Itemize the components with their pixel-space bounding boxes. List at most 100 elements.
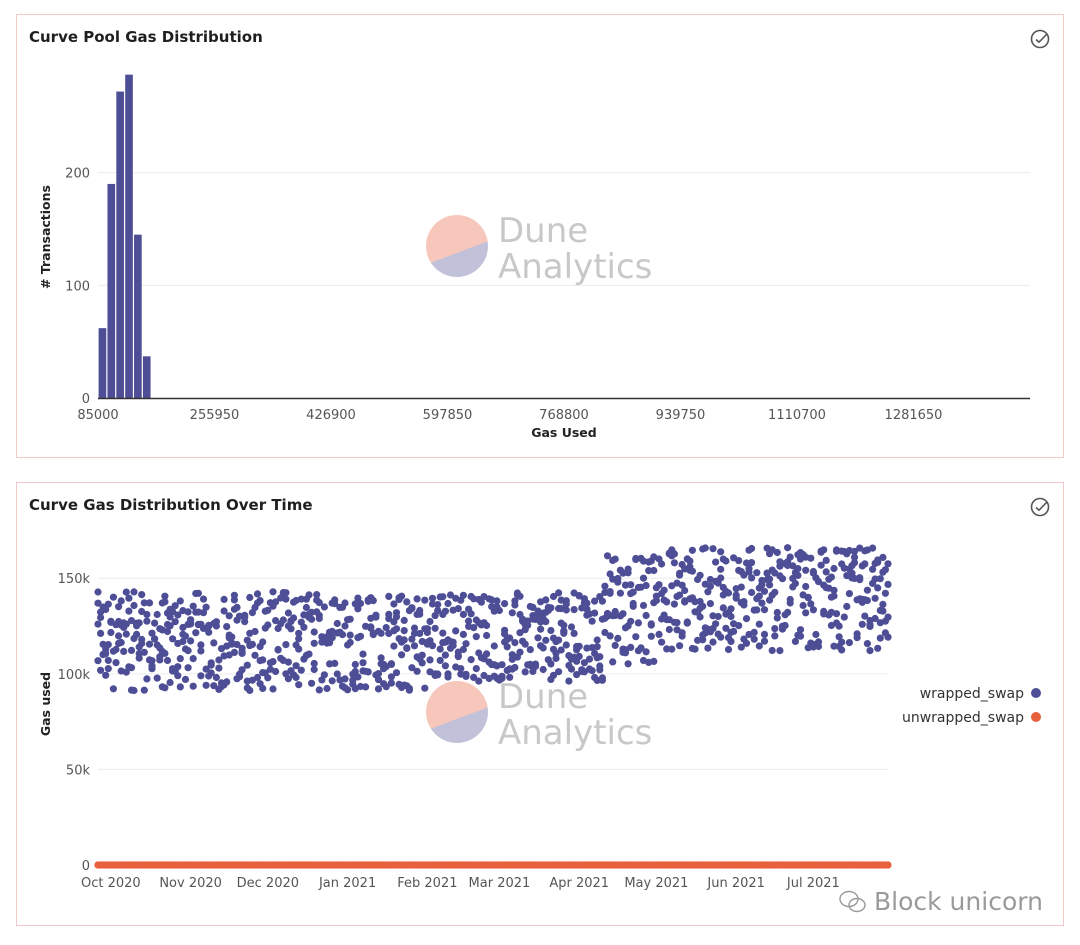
wrapped-swap-point [354, 673, 362, 681]
wrapped-swap-point [225, 612, 233, 620]
wrapped-swap-point [97, 613, 105, 622]
y-axis-label: Gas used [38, 672, 53, 736]
wrapped-swap-point [269, 588, 277, 596]
wrapped-swap-point [434, 607, 442, 615]
wrapped-swap-point [284, 609, 292, 617]
wrapped-swap-point [768, 646, 776, 655]
check-circle-icon[interactable] [1029, 496, 1051, 518]
wrapped-swap-point [259, 656, 267, 664]
wrapped-swap-point [773, 548, 781, 557]
wrapped-swap-point [796, 632, 805, 640]
wrapped-swap-point [670, 559, 679, 567]
wrapped-swap-point [791, 579, 800, 588]
wrapped-swap-point [269, 658, 277, 666]
wrapped-swap-point [601, 582, 609, 590]
wrapped-swap-point [771, 632, 779, 640]
wrapped-swap-point [300, 623, 308, 631]
wrapped-swap-point [807, 600, 815, 608]
wrapped-swap-point [861, 560, 869, 568]
wrapped-swap-point [344, 686, 352, 694]
wrapped-swap-point [374, 676, 383, 684]
histogram-bar [142, 356, 151, 398]
wrapped-swap-point [169, 608, 177, 616]
wrapped-swap-point [184, 647, 192, 655]
wrapped-swap-point [477, 598, 485, 606]
wrapped-swap-point [598, 597, 607, 605]
wrapped-swap-point [174, 611, 182, 619]
wrapped-swap-point [467, 610, 475, 618]
wrapped-swap-point [760, 587, 769, 595]
wrapped-swap-point [426, 656, 434, 664]
histogram-chart: 0 100 200 85000 255950 426900 597850 768800 9397… [38, 74, 1030, 440]
wrapped-swap-point [233, 603, 241, 612]
wrapped-swap-point [827, 573, 836, 581]
wrapped-swap-point [727, 612, 735, 621]
y-tick-label: 100 [65, 279, 90, 294]
wrapped-swap-point [439, 629, 447, 637]
wrapped-swap-point [814, 642, 823, 651]
wrapped-swap-point [120, 647, 128, 656]
wrapped-swap-point [627, 617, 635, 625]
wrapped-swap-point [382, 683, 390, 691]
wrapped-swap-point [403, 644, 411, 653]
wrapped-swap-point [717, 633, 725, 641]
wrapped-swap-point [688, 567, 697, 575]
wrapped-swap-point [135, 619, 143, 627]
check-circle-icon[interactable] [1029, 28, 1051, 50]
wrapped-swap-point [259, 638, 267, 646]
x-tick-label: Jan 2021 [318, 876, 376, 891]
wrapped-swap-point [256, 597, 264, 605]
wrapped-swap-point [161, 592, 169, 600]
wrapped-swap-point [871, 575, 879, 583]
wrapped-swap-point [413, 595, 421, 603]
wrapped-swap-point [176, 597, 184, 605]
wrapped-swap-point [717, 565, 725, 573]
y-tick-label: 150k [58, 572, 91, 587]
wrapped-swap-point [241, 611, 249, 619]
wrapped-swap-point [467, 656, 475, 664]
wrapped-swap-point [94, 599, 102, 607]
wrapped-swap-point [650, 566, 658, 575]
wrapped-swap-point [125, 607, 133, 615]
wrapped-swap-point [416, 610, 424, 618]
wrapped-swap-point [755, 642, 763, 650]
wrapped-swap-point [639, 601, 648, 610]
wrapped-swap-point [428, 594, 437, 602]
wrapped-swap-point [673, 619, 681, 627]
wrapped-swap-point [351, 667, 359, 676]
wrapped-swap-point [362, 683, 370, 691]
wrapped-swap-point [588, 667, 596, 675]
wrapped-swap-point [387, 673, 395, 681]
wrapped-swap-point [658, 638, 666, 646]
wrapped-swap-point [354, 594, 362, 602]
wrapped-swap-point [627, 643, 635, 652]
wrapped-swap-point [315, 686, 323, 694]
wrapped-swap-point [197, 672, 205, 680]
wrapped-swap-point [603, 552, 612, 560]
wrapped-swap-point [284, 658, 292, 666]
wrapped-swap-point [115, 632, 123, 640]
wrapped-swap-point [272, 667, 280, 676]
wrapped-swap-point [696, 571, 704, 579]
wrapped-swap-point [470, 624, 478, 632]
wrapped-swap-point [169, 635, 177, 643]
wrapped-swap-point [179, 637, 187, 646]
wrapped-swap-point [735, 557, 743, 565]
wrapped-swap-point [323, 684, 331, 693]
wrapped-swap-point [107, 628, 115, 637]
wrapped-swap-point [259, 684, 267, 693]
wrapped-swap-point [436, 645, 444, 653]
wrapped-swap-point [104, 656, 112, 665]
wrapped-swap-point [647, 632, 655, 640]
wrapped-swap-point [122, 620, 130, 628]
wrapped-swap-point [688, 546, 697, 554]
wrapped-swap-point [781, 621, 789, 630]
wrapped-swap-point [390, 642, 398, 650]
wrapped-swap-point [305, 591, 313, 599]
wrapped-swap-point [748, 574, 756, 582]
wrapped-swap-point [740, 601, 748, 609]
wrapped-swap-point [709, 638, 717, 646]
wrapped-swap-point [735, 622, 743, 630]
wrapped-swap-point [753, 569, 761, 577]
